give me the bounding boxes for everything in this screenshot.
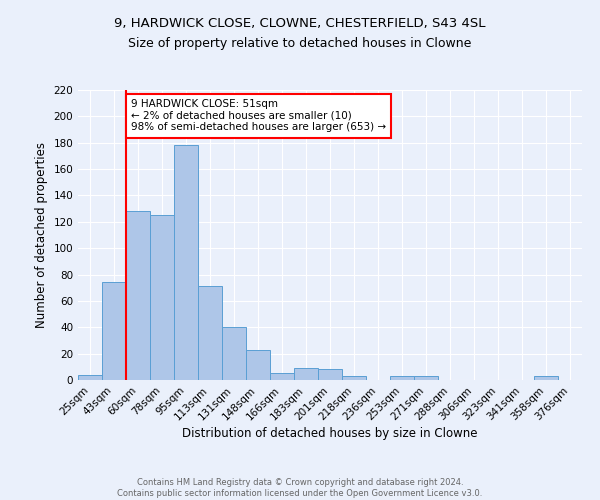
Bar	[246, 350, 270, 380]
Bar	[294, 368, 318, 380]
Bar	[414, 376, 438, 380]
Bar	[78, 374, 102, 380]
Bar	[342, 376, 366, 380]
Bar	[534, 376, 558, 380]
X-axis label: Distribution of detached houses by size in Clowne: Distribution of detached houses by size …	[182, 428, 478, 440]
Text: Size of property relative to detached houses in Clowne: Size of property relative to detached ho…	[128, 38, 472, 51]
Bar	[222, 328, 246, 380]
Bar	[390, 376, 414, 380]
Bar	[198, 286, 222, 380]
Bar	[126, 212, 150, 380]
Bar	[270, 374, 294, 380]
Y-axis label: Number of detached properties: Number of detached properties	[35, 142, 48, 328]
Text: 9 HARDWICK CLOSE: 51sqm
← 2% of detached houses are smaller (10)
98% of semi-det: 9 HARDWICK CLOSE: 51sqm ← 2% of detached…	[131, 99, 386, 132]
Text: 9, HARDWICK CLOSE, CLOWNE, CHESTERFIELD, S43 4SL: 9, HARDWICK CLOSE, CLOWNE, CHESTERFIELD,…	[114, 18, 486, 30]
Bar	[318, 370, 342, 380]
Bar	[102, 282, 126, 380]
Text: Contains HM Land Registry data © Crown copyright and database right 2024.
Contai: Contains HM Land Registry data © Crown c…	[118, 478, 482, 498]
Bar	[174, 146, 198, 380]
Bar	[150, 215, 174, 380]
